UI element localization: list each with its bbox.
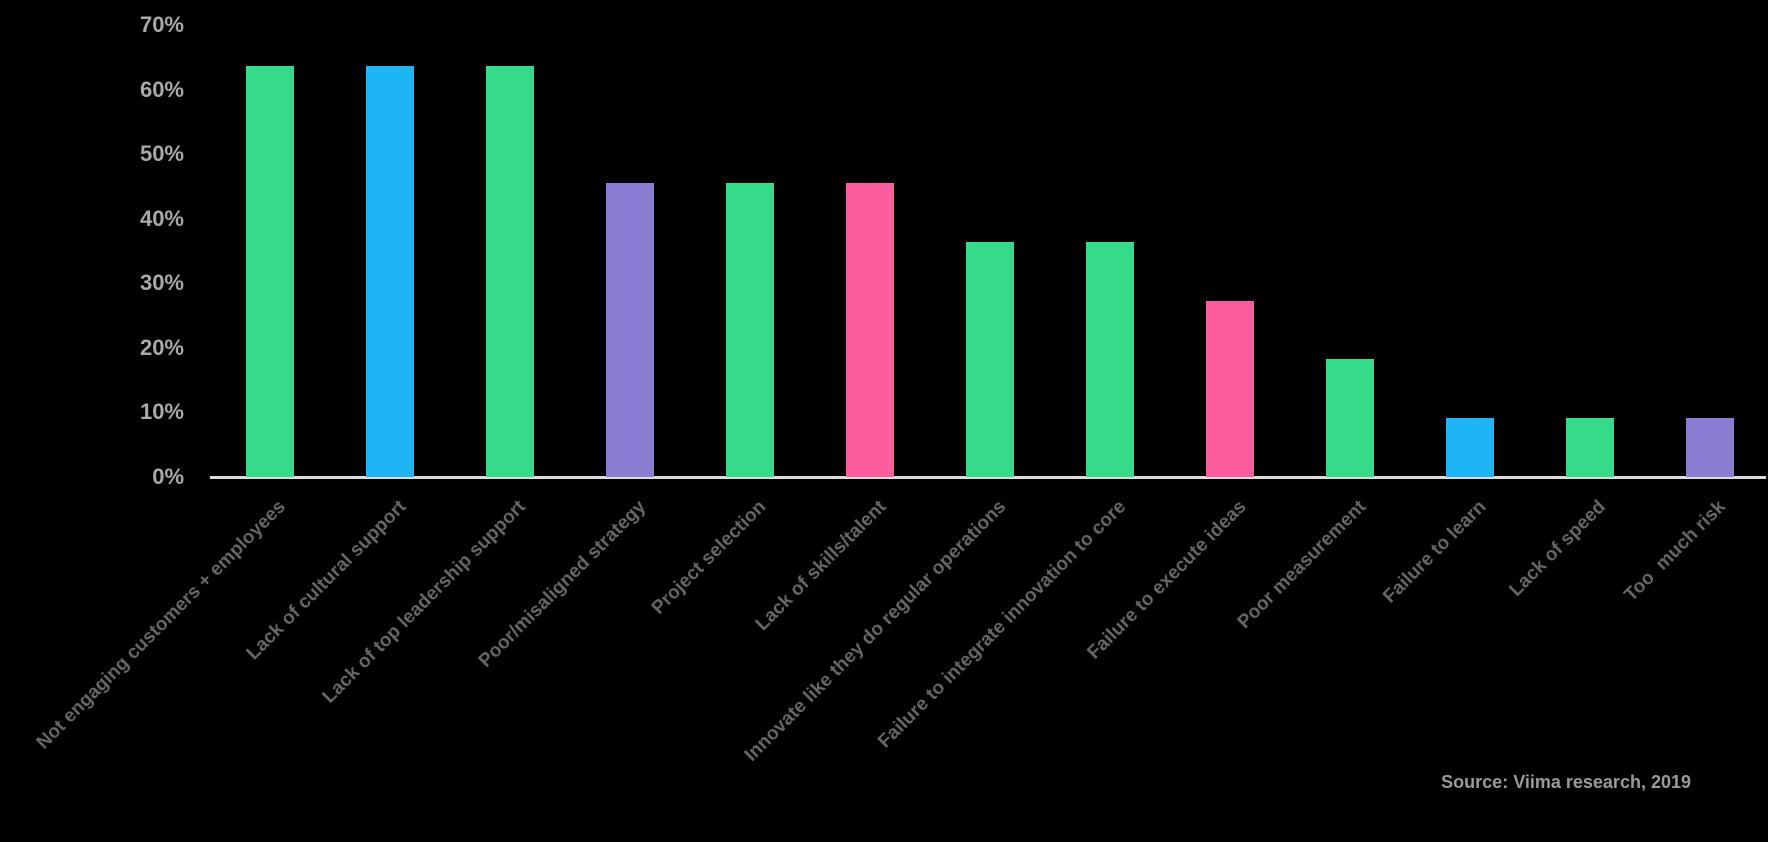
bar [366,66,414,477]
y-tick-label: 70% [139,12,184,37]
bar [966,241,1014,477]
bar [486,66,534,477]
category-label: Too much risk [1620,496,1731,606]
bar [1446,418,1494,477]
x-axis-line [210,476,1766,479]
category-label: Innovate like they do regular operations [740,496,1011,766]
bar [1566,418,1614,477]
bar [846,183,894,477]
y-tick-label: 0% [152,464,184,489]
category-label: Project selection [647,496,771,619]
category-label: Lack of top leadership support [318,496,531,708]
y-tick-label: 50% [139,141,184,167]
y-tick-label: 60% [139,76,184,102]
category-label: Lack of speed [1505,496,1611,601]
bar [1206,300,1254,477]
category-label: Poor measurement [1233,496,1371,633]
bar [606,183,654,477]
bar [246,66,294,477]
bar [1086,241,1134,477]
bar [1326,359,1374,477]
bar [1686,418,1734,477]
y-tick-label: 40% [139,205,184,231]
y-tick-label: 30% [139,270,184,296]
category-label: Lack of skills/talent [751,496,891,636]
y-tick-label: 20% [139,334,184,360]
category-label: Failure to integrate innovation to core [874,496,1131,753]
category-label: Failure to learn [1378,496,1491,608]
y-tick-label: 10% [139,399,184,425]
bar [726,183,774,477]
source-note: Source: Viima research, 2019 [1441,772,1691,792]
category-label: Not engaging customers + employees [33,496,291,754]
